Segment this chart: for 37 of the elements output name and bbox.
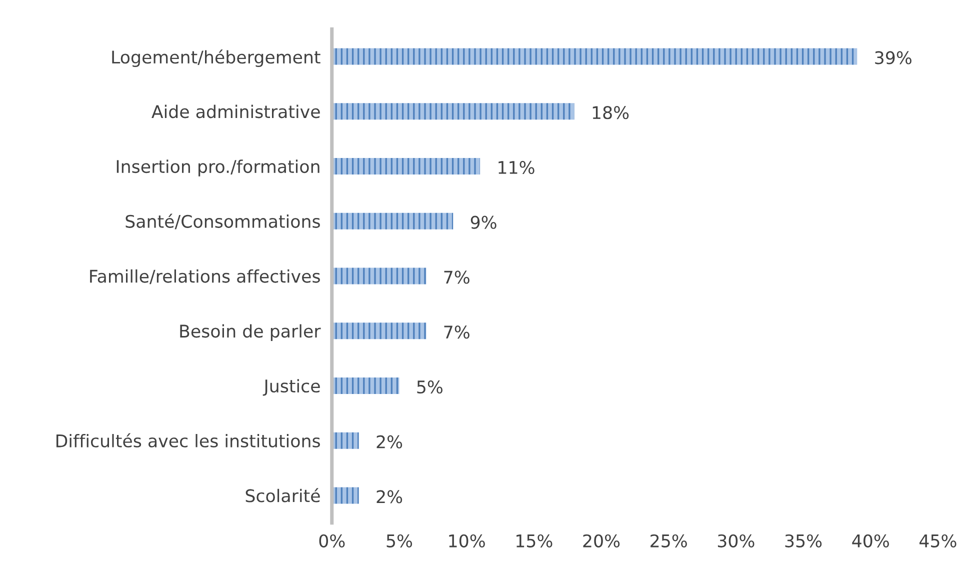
x-tick-label: 15% <box>516 534 552 548</box>
x-tick-label: 35% <box>785 534 822 548</box>
data-label: 2% <box>376 490 402 504</box>
y-tick-label: Santé/Consommations <box>126 214 320 230</box>
y-tick-label: Difficultés avec les institutions <box>56 433 320 448</box>
bar <box>332 103 574 120</box>
data-label: 7% <box>444 270 470 284</box>
y-tick-label: Aide administrative <box>152 104 320 118</box>
y-tick-label: Insertion pro./formation <box>116 160 320 176</box>
x-tick-label: 20% <box>583 534 620 548</box>
data-label: 5% <box>417 380 442 394</box>
data-label: 18% <box>592 106 629 120</box>
x-tick-label: 30% <box>718 534 754 548</box>
bar <box>332 322 426 340</box>
data-label: 2% <box>376 435 402 448</box>
bar <box>332 48 858 65</box>
bar <box>332 268 426 284</box>
x-tick-label: 45% <box>920 534 956 548</box>
x-tick-label: 5% <box>386 534 412 548</box>
y-tick-label: Famille/relations affectives <box>90 269 320 284</box>
y-tick-label: Scolarité <box>246 488 320 502</box>
x-tick-label: 25% <box>650 534 687 548</box>
y-tick-label: Justice <box>262 379 320 396</box>
data-label: 9% <box>470 216 496 229</box>
bar <box>332 487 359 504</box>
bar <box>332 377 400 394</box>
bar <box>332 212 454 230</box>
x-tick-label: 40% <box>852 534 889 548</box>
x-tick-label: 10% <box>449 534 485 548</box>
data-label: 39% <box>875 51 912 64</box>
y-tick-label: Logement/hébergement <box>112 50 320 68</box>
data-label: 7% <box>444 326 470 339</box>
bar <box>332 158 480 174</box>
data-label: 11% <box>498 160 534 174</box>
x-tick-label: 0% <box>319 534 345 548</box>
bar <box>332 432 359 449</box>
y-tick-label: Besoin de parler <box>180 324 321 342</box>
